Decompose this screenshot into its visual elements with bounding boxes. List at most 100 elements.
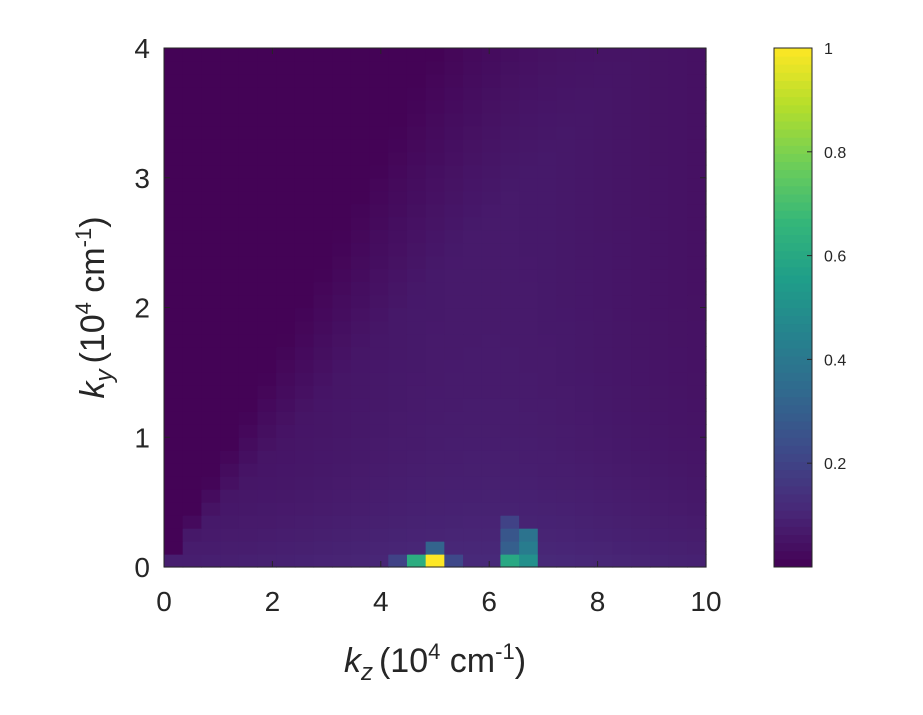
heatmap-cell [500, 411, 520, 425]
heatmap-cell [164, 242, 184, 257]
heatmap-cell [444, 151, 464, 166]
heatmap-cell [668, 528, 688, 542]
heatmap-cell [220, 73, 240, 88]
heatmap-cell [369, 346, 389, 360]
heatmap-cell [668, 385, 688, 399]
heatmap-cell [631, 333, 651, 348]
heatmap-cell [164, 320, 184, 335]
heatmap-cell [369, 463, 389, 477]
heatmap-cell [350, 138, 371, 153]
heatmap-cell [668, 411, 688, 425]
heatmap-cell [201, 346, 221, 360]
heatmap-cell [388, 437, 408, 451]
heatmap-cell [350, 463, 371, 477]
heatmap-cell [164, 125, 184, 140]
heatmap-cell [593, 320, 614, 335]
heatmap-cell [593, 333, 614, 348]
heatmap-cell [294, 203, 315, 218]
heatmap-cell [631, 242, 651, 257]
heatmap-cell [649, 528, 670, 542]
heatmap-cell [537, 411, 558, 425]
heatmap-cell [425, 203, 445, 218]
heatmap-cell [350, 411, 371, 425]
heatmap-cell [668, 515, 688, 529]
heatmap-cell [201, 372, 221, 386]
heatmap-cell [332, 307, 352, 322]
heatmap-cell [201, 463, 221, 477]
heatmap-cell [593, 281, 614, 296]
heatmap-cell [257, 307, 277, 322]
heatmap-cell [519, 125, 539, 140]
x-axis-label-subscript: z [360, 659, 373, 686]
heatmap-cell [388, 151, 408, 166]
heatmap-cell [313, 203, 333, 218]
heatmap-cell [313, 255, 333, 270]
heatmap-cell [481, 255, 502, 270]
heatmap-cell [276, 359, 296, 373]
colorbar-segment [774, 380, 812, 390]
heatmap-cell [519, 242, 539, 257]
heatmap-cell [182, 463, 202, 477]
heatmap-cell [313, 216, 333, 231]
heatmap-cell [406, 424, 427, 438]
heatmap-cell [649, 424, 670, 438]
heatmap-cell [220, 359, 240, 373]
heatmap-cell [556, 60, 576, 75]
heatmap-cell [612, 48, 632, 62]
heatmap-cell [257, 86, 277, 101]
heatmap-cell [164, 372, 184, 386]
heatmap-cell [649, 554, 670, 568]
heatmap-cell [257, 216, 277, 231]
heatmap-cell [500, 281, 520, 296]
heatmap-cell [425, 229, 445, 244]
heatmap-cell [575, 359, 595, 373]
heatmap-cell [332, 99, 352, 114]
heatmap-cell [164, 151, 184, 166]
heatmap-cell [556, 528, 576, 542]
heatmap-cell [481, 242, 502, 257]
heatmap-cell [164, 112, 184, 127]
heatmap-cell [593, 242, 614, 257]
heatmap-cell [332, 437, 352, 451]
heatmap-cell [556, 541, 576, 555]
heatmap-cell [238, 48, 259, 62]
heatmap-cell [519, 138, 539, 153]
heatmap-cell [220, 346, 240, 360]
heatmap-cell [276, 60, 296, 75]
heatmap-cell [182, 138, 202, 153]
heatmap-cell [369, 294, 389, 309]
heatmap-cell [164, 502, 184, 516]
heatmap-cell [444, 411, 464, 425]
heatmap-cell [481, 450, 502, 464]
heatmap-cell [649, 359, 670, 373]
heatmap-cell [668, 151, 688, 166]
heatmap-cell [519, 528, 539, 542]
heatmap-cell [238, 138, 259, 153]
heatmap-cell [220, 164, 240, 179]
heatmap-cell [687, 99, 707, 114]
heatmap-cell [444, 86, 464, 101]
heatmap-cell [631, 99, 651, 114]
heatmap-cell [612, 242, 632, 257]
heatmap-cell [444, 333, 464, 348]
heatmap-cell [406, 385, 427, 399]
heatmap-cell [519, 372, 539, 386]
colorbar-segment [774, 421, 812, 430]
heatmap-cell [201, 203, 221, 218]
heatmap-cell [481, 203, 502, 218]
heatmap-cell [668, 554, 688, 568]
heatmap-cell [500, 307, 520, 322]
heatmap-cell [687, 203, 707, 218]
heatmap-cell [332, 463, 352, 477]
heatmap-cell [481, 476, 502, 490]
heatmap-cell [668, 48, 688, 62]
heatmap-cell [332, 73, 352, 88]
heatmap-cell [350, 385, 371, 399]
x-axis-label-unit: cm [440, 642, 495, 680]
heatmap-cell [481, 151, 502, 166]
heatmap-cell [388, 86, 408, 101]
heatmap-cell [444, 164, 464, 179]
heatmap-cell [537, 125, 558, 140]
heatmap-cell [220, 86, 240, 101]
heatmap-cell [444, 372, 464, 386]
